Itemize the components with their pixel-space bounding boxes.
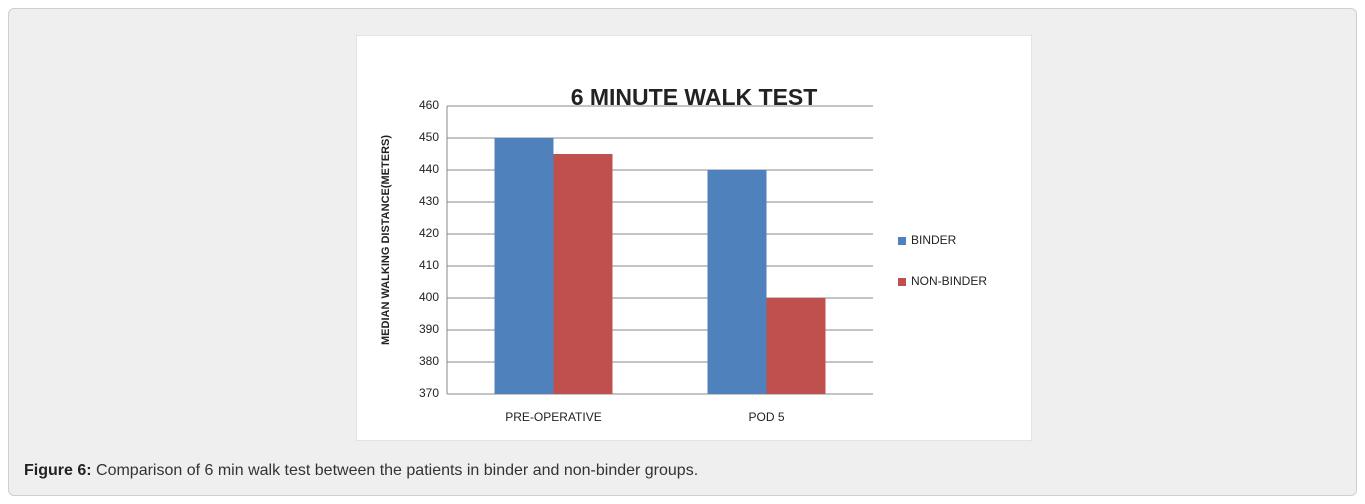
legend-label: BINDER (911, 233, 957, 247)
y-axis-label: MEDIAN WALKING DISTANCE(METERS) (380, 135, 392, 345)
chart-background (356, 35, 1032, 441)
x-tick-label: POD 5 (748, 410, 784, 424)
y-tick-label: 440 (419, 162, 439, 176)
legend-swatch (898, 237, 906, 245)
y-tick-label: 410 (419, 258, 439, 272)
bar (494, 138, 554, 394)
y-tick-label: 460 (419, 98, 439, 112)
y-tick-label: 390 (419, 322, 439, 336)
bar (766, 298, 826, 394)
caption-label: Figure 6: (24, 462, 92, 479)
caption-text: Comparison of 6 min walk test between th… (96, 462, 699, 479)
caption: Figure 6: Comparison of 6 min walk test … (24, 462, 698, 480)
y-tick-label: 430 (419, 194, 439, 208)
bar (707, 170, 767, 394)
y-tick-label: 400 (419, 290, 439, 304)
y-tick-label: 420 (419, 226, 439, 240)
legend-swatch (898, 278, 906, 286)
y-tick-label: 380 (419, 354, 439, 368)
chart: 6 MINUTE WALK TEST MEDIAN WALKING DISTAN… (356, 35, 1032, 441)
bar (553, 154, 613, 394)
x-tick-label: PRE-OPERATIVE (505, 410, 601, 424)
y-tick-label: 450 (419, 130, 439, 144)
y-tick-label: 370 (419, 386, 439, 400)
legend-label: NON-BINDER (911, 274, 987, 288)
